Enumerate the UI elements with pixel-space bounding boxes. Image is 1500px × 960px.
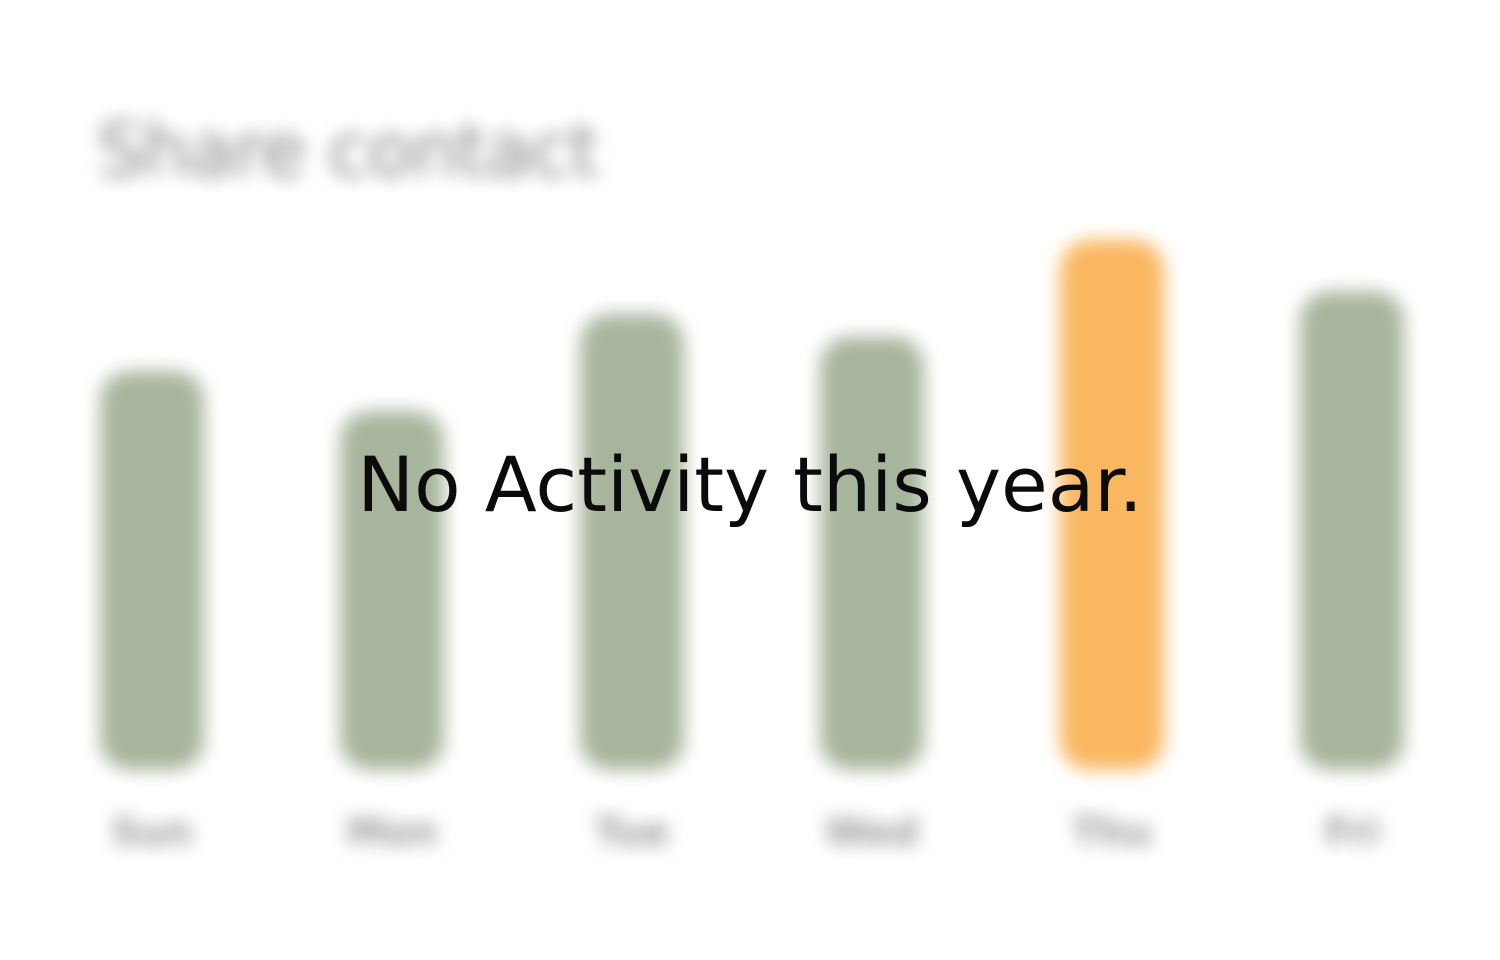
- chart-title: Share contact: [97, 108, 599, 194]
- bar-sun: [100, 371, 204, 770]
- bar-tue: [580, 314, 684, 770]
- bar-mon: [340, 410, 444, 770]
- bar-fri: [1300, 291, 1404, 770]
- no-activity-message: No Activity this year.: [357, 440, 1143, 529]
- x-tick-label-tue: Tue: [595, 810, 670, 854]
- x-tick-label-sun: Sun: [111, 810, 192, 854]
- bar-wed: [820, 336, 924, 770]
- x-tick-label-mon: Mon: [347, 810, 438, 854]
- x-tick-label-thu: Thu: [1072, 810, 1152, 854]
- x-tick-label-fri: Fri: [1324, 810, 1379, 854]
- bar-thu: [1060, 239, 1164, 770]
- x-tick-label-wed: Wed: [825, 810, 919, 854]
